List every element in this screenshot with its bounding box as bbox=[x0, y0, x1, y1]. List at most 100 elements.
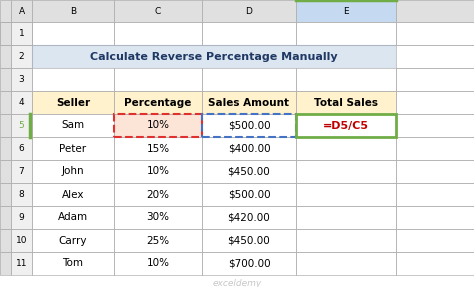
Bar bbox=[396, 183, 474, 206]
Bar bbox=[296, 252, 396, 275]
Text: 7: 7 bbox=[18, 167, 24, 176]
Bar bbox=[0, 68, 11, 91]
Bar bbox=[202, 137, 296, 160]
Bar bbox=[32, 183, 114, 206]
Bar bbox=[0, 45, 11, 68]
Text: 10%: 10% bbox=[146, 259, 170, 269]
Bar bbox=[396, 160, 474, 183]
Bar bbox=[202, 114, 296, 137]
Bar bbox=[296, 0, 396, 22]
Text: 8: 8 bbox=[18, 190, 24, 199]
Bar bbox=[114, 114, 202, 137]
Bar bbox=[0, 91, 11, 114]
Bar bbox=[296, 68, 396, 91]
Bar bbox=[114, 137, 202, 160]
Bar bbox=[32, 114, 114, 137]
Text: C: C bbox=[155, 7, 161, 15]
Bar bbox=[0, 22, 11, 45]
Bar bbox=[0, 252, 11, 275]
Text: D: D bbox=[246, 7, 253, 15]
Bar bbox=[296, 137, 396, 160]
Bar bbox=[296, 137, 396, 160]
Text: Percentage: Percentage bbox=[124, 98, 191, 108]
Bar bbox=[0, 0, 11, 22]
Bar bbox=[0, 229, 11, 252]
Bar bbox=[32, 229, 114, 252]
Bar bbox=[32, 91, 114, 114]
Bar bbox=[11, 68, 32, 91]
Bar bbox=[202, 160, 296, 183]
Bar bbox=[202, 183, 296, 206]
Text: 11: 11 bbox=[16, 259, 27, 268]
Bar bbox=[202, 91, 296, 114]
Bar bbox=[296, 160, 396, 183]
Bar bbox=[11, 137, 32, 160]
Bar bbox=[0, 114, 11, 137]
Bar bbox=[32, 160, 114, 183]
Bar bbox=[296, 206, 396, 229]
Bar bbox=[396, 183, 474, 206]
Bar bbox=[296, 68, 396, 91]
Bar bbox=[11, 252, 32, 275]
Bar bbox=[0, 206, 11, 229]
Bar bbox=[396, 229, 474, 252]
Bar bbox=[114, 183, 202, 206]
Bar bbox=[0, 22, 11, 45]
Bar bbox=[114, 91, 202, 114]
Bar bbox=[11, 160, 32, 183]
Bar bbox=[114, 252, 202, 275]
Bar bbox=[296, 91, 396, 114]
Bar bbox=[11, 206, 32, 229]
Bar bbox=[32, 137, 114, 160]
Bar bbox=[202, 114, 296, 137]
Bar bbox=[296, 252, 396, 275]
Bar bbox=[114, 206, 202, 229]
Bar bbox=[114, 160, 202, 183]
Bar bbox=[296, 183, 396, 206]
Text: 3: 3 bbox=[18, 75, 24, 84]
Text: $700.00: $700.00 bbox=[228, 259, 270, 269]
Bar bbox=[114, 22, 202, 45]
Text: $500.00: $500.00 bbox=[228, 121, 270, 131]
Bar bbox=[296, 114, 396, 137]
Bar bbox=[114, 137, 202, 160]
Bar bbox=[114, 114, 202, 137]
Bar bbox=[202, 114, 296, 137]
Text: 15%: 15% bbox=[146, 144, 170, 154]
Bar bbox=[202, 68, 296, 91]
Bar bbox=[296, 114, 396, 137]
Bar bbox=[11, 45, 32, 68]
Bar bbox=[0, 160, 11, 183]
Bar bbox=[296, 0, 396, 22]
Bar bbox=[114, 252, 202, 275]
Bar bbox=[114, 68, 202, 91]
Bar bbox=[396, 22, 474, 45]
Bar bbox=[32, 0, 114, 22]
Text: Alex: Alex bbox=[62, 189, 84, 199]
Bar bbox=[11, 114, 32, 137]
Bar bbox=[396, 0, 474, 22]
Bar bbox=[11, 68, 32, 91]
Bar bbox=[296, 114, 396, 137]
Bar bbox=[32, 0, 114, 22]
Bar bbox=[202, 137, 296, 160]
Bar bbox=[396, 114, 474, 137]
Bar bbox=[0, 0, 11, 22]
Bar bbox=[32, 22, 114, 45]
Text: $500.00: $500.00 bbox=[228, 189, 270, 199]
Bar bbox=[202, 68, 296, 91]
Bar bbox=[11, 114, 32, 137]
Bar bbox=[296, 22, 396, 45]
Bar bbox=[114, 160, 202, 183]
Text: Peter: Peter bbox=[59, 144, 87, 154]
Bar bbox=[11, 22, 32, 45]
Bar bbox=[11, 252, 32, 275]
Bar bbox=[396, 160, 474, 183]
Bar bbox=[0, 137, 11, 160]
Text: exceldemy: exceldemy bbox=[212, 278, 262, 287]
Bar bbox=[114, 68, 202, 91]
Text: Tom: Tom bbox=[63, 259, 83, 269]
Text: $420.00: $420.00 bbox=[228, 212, 270, 222]
Bar bbox=[0, 114, 11, 137]
Bar bbox=[0, 68, 11, 91]
